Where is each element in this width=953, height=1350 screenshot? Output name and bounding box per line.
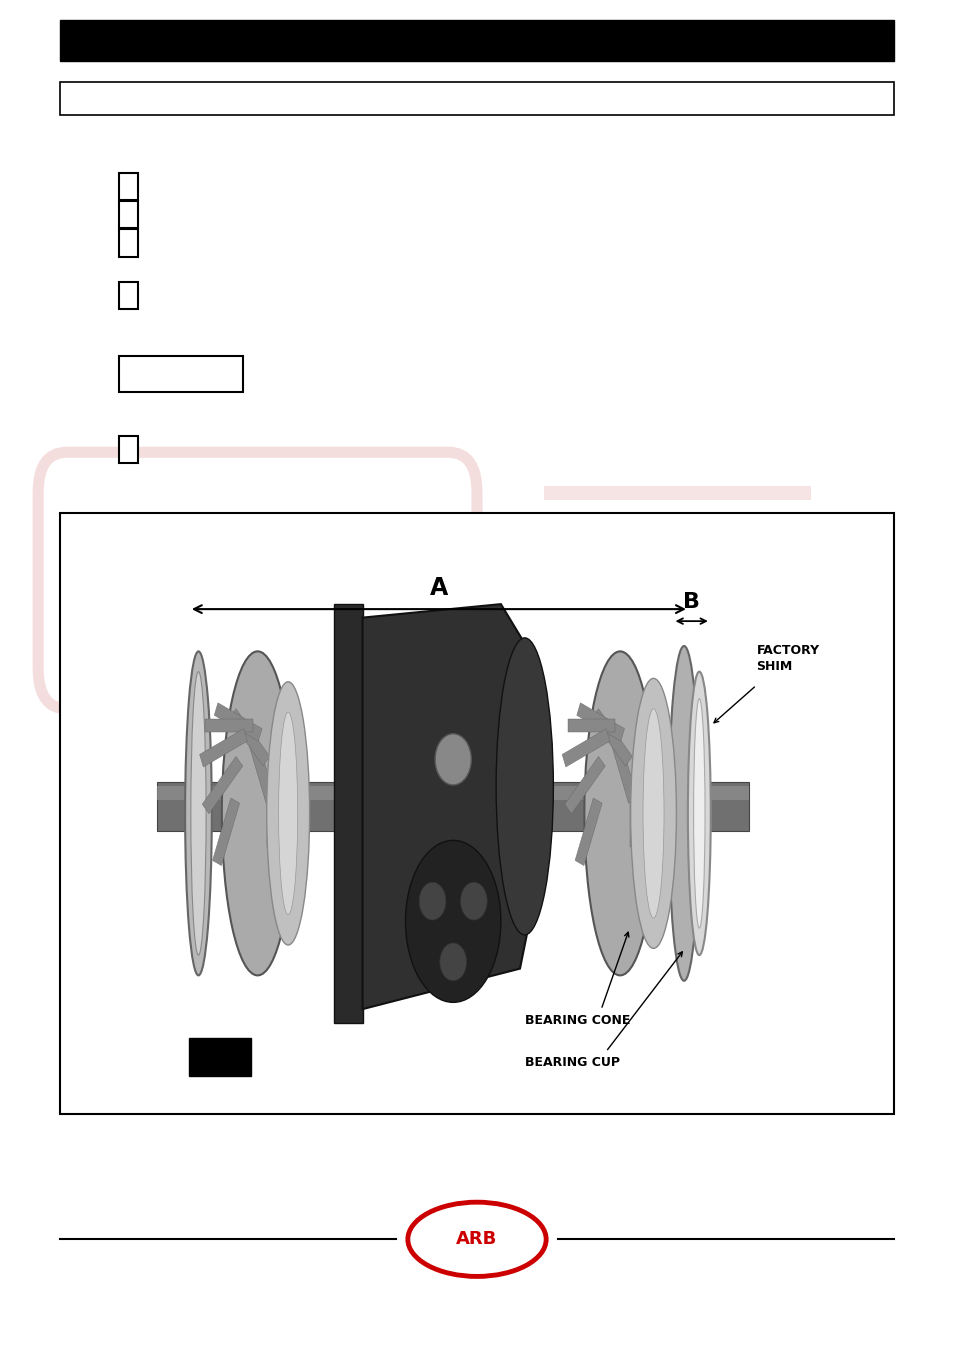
Bar xyxy=(205,718,253,732)
Bar xyxy=(543,486,810,500)
Bar xyxy=(214,703,262,741)
Bar xyxy=(567,718,615,732)
Text: ARB: ARB xyxy=(456,1230,497,1249)
Text: B: B xyxy=(682,591,700,612)
Bar xyxy=(577,703,624,741)
Text: A: A xyxy=(429,575,448,599)
Bar xyxy=(538,786,748,799)
Ellipse shape xyxy=(405,840,500,1002)
Ellipse shape xyxy=(630,678,676,948)
Bar xyxy=(199,729,247,767)
Bar xyxy=(610,736,637,803)
Bar xyxy=(543,575,810,589)
Bar xyxy=(543,605,810,618)
Ellipse shape xyxy=(278,713,297,915)
Bar xyxy=(543,545,810,559)
Ellipse shape xyxy=(460,883,487,921)
Bar xyxy=(119,282,138,309)
Bar xyxy=(119,436,138,463)
Bar xyxy=(561,729,609,767)
Bar xyxy=(60,513,893,1114)
Bar xyxy=(119,201,138,228)
Ellipse shape xyxy=(435,734,471,786)
Bar xyxy=(213,798,239,865)
Bar xyxy=(564,756,604,814)
Ellipse shape xyxy=(668,647,699,980)
Bar xyxy=(119,173,138,200)
Ellipse shape xyxy=(642,709,663,918)
Bar xyxy=(189,1038,251,1076)
Bar xyxy=(202,756,242,814)
Ellipse shape xyxy=(185,652,212,975)
Text: FACTORY
SHIM: FACTORY SHIM xyxy=(756,644,819,672)
Ellipse shape xyxy=(418,883,445,921)
Ellipse shape xyxy=(407,1203,545,1277)
Bar xyxy=(157,783,348,832)
Bar xyxy=(543,634,810,648)
Bar xyxy=(60,20,893,61)
Bar xyxy=(248,736,274,803)
Bar xyxy=(538,783,748,832)
Bar xyxy=(119,356,243,392)
Text: BEARING CONE: BEARING CONE xyxy=(524,1014,629,1027)
Text: BEARING CUP: BEARING CUP xyxy=(524,1056,619,1069)
Ellipse shape xyxy=(439,944,466,980)
Ellipse shape xyxy=(496,639,553,934)
Ellipse shape xyxy=(267,682,310,945)
Polygon shape xyxy=(362,605,529,1010)
Bar xyxy=(157,786,348,799)
Text: ARB: ARB xyxy=(119,526,472,675)
Ellipse shape xyxy=(687,672,710,956)
Text: AIR: AIR xyxy=(559,526,851,675)
Bar xyxy=(575,798,601,865)
Bar xyxy=(629,780,639,848)
Ellipse shape xyxy=(584,652,656,975)
Bar xyxy=(119,230,138,256)
Bar xyxy=(591,709,632,765)
Bar xyxy=(267,780,276,848)
Bar xyxy=(543,516,810,529)
Ellipse shape xyxy=(191,672,206,956)
Ellipse shape xyxy=(222,652,294,975)
Bar xyxy=(229,709,270,765)
Bar xyxy=(334,605,362,1023)
Ellipse shape xyxy=(693,699,704,929)
Bar xyxy=(60,82,893,115)
